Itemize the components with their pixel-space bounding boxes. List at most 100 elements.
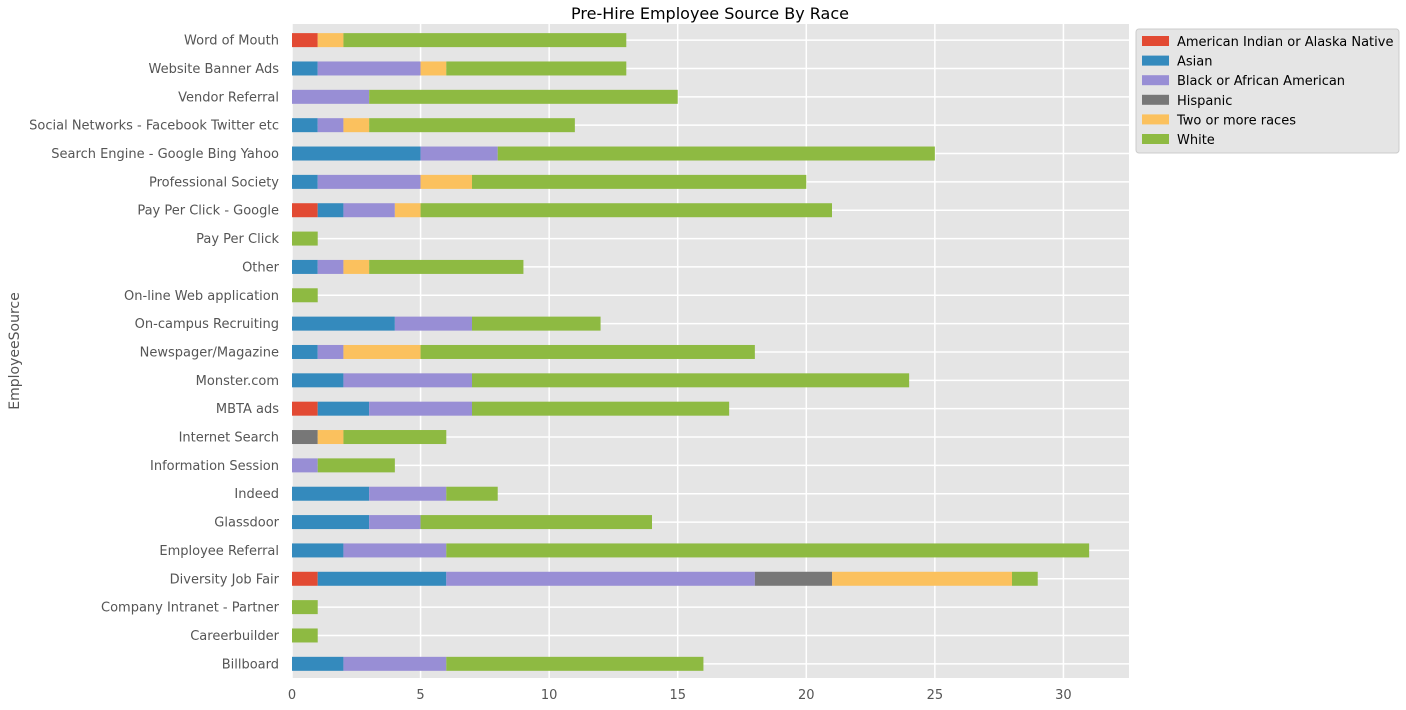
chart-title: Pre-Hire Employee Source By Race bbox=[571, 4, 849, 23]
bar-segment bbox=[292, 174, 318, 189]
bar-segment bbox=[497, 146, 935, 161]
bar-segment bbox=[317, 401, 370, 416]
y-tick-label: On-line Web application bbox=[124, 289, 279, 304]
bar-segment bbox=[343, 344, 421, 359]
legend-swatch bbox=[1142, 36, 1169, 46]
bar-segment bbox=[394, 203, 421, 218]
bar-segment bbox=[394, 316, 472, 331]
legend-swatch bbox=[1142, 55, 1169, 66]
x-tick-label: 5 bbox=[416, 688, 424, 703]
bar-segment bbox=[369, 515, 421, 530]
legend-label: American Indian or Alaska Native bbox=[1177, 35, 1393, 50]
y-tick-label: Employee Referral bbox=[159, 544, 279, 559]
bar-segment bbox=[472, 316, 601, 331]
legend-frame bbox=[1135, 28, 1400, 154]
legend-swatch bbox=[1142, 75, 1169, 86]
legend-label: White bbox=[1177, 133, 1215, 148]
bar-segment bbox=[343, 33, 627, 48]
bar-segment bbox=[292, 231, 318, 246]
y-tick-label: Glassdoor bbox=[214, 516, 279, 531]
bar-segment bbox=[292, 656, 344, 671]
bar-segment bbox=[420, 146, 498, 161]
bar-segment bbox=[292, 430, 318, 445]
x-tick-label: 15 bbox=[669, 688, 686, 703]
bar-segment bbox=[343, 656, 447, 671]
bar-segment bbox=[292, 118, 318, 133]
y-tick-label: Company Intranet - Partner bbox=[101, 601, 280, 616]
legend-label: Asian bbox=[1177, 55, 1212, 70]
bar-segment bbox=[446, 656, 704, 671]
bar-segment bbox=[292, 203, 318, 218]
y-tick-labels: Billboard Careerbuilder Company Intranet -… bbox=[29, 34, 279, 673]
y-tick-label: Vendor Referral bbox=[178, 90, 279, 105]
bar-segment bbox=[292, 571, 318, 586]
bar-segment bbox=[472, 373, 910, 388]
bar-segment bbox=[292, 288, 318, 303]
bar-segment bbox=[292, 515, 370, 530]
y-tick-label: On-campus Recruiting bbox=[135, 317, 279, 332]
y-tick-label: Other bbox=[242, 260, 280, 275]
y-tick-label: Social Networks - Facebook Twitter etc bbox=[29, 119, 279, 134]
bar-segment bbox=[292, 486, 370, 501]
x-tick-label: 30 bbox=[1055, 688, 1072, 703]
y-tick-label: Professional Society bbox=[149, 175, 279, 190]
bar-segment bbox=[446, 61, 627, 76]
y-tick-label: Pay Per Click - Google bbox=[137, 204, 279, 219]
y-tick-label: Billboard bbox=[222, 657, 279, 672]
y-tick-label: Pay Per Click bbox=[196, 232, 279, 247]
bar-segment bbox=[420, 61, 447, 76]
bar-segment bbox=[292, 373, 344, 388]
bar-segment bbox=[446, 543, 1090, 558]
y-tick-label: Indeed bbox=[234, 487, 279, 502]
bar-segment bbox=[292, 33, 318, 48]
bar-segment bbox=[292, 401, 318, 416]
bar-segment bbox=[369, 259, 524, 274]
legend-label: Two or more races bbox=[1176, 113, 1296, 128]
bar-segment bbox=[420, 174, 472, 189]
bar-segment bbox=[292, 316, 395, 331]
bar-segment bbox=[369, 401, 472, 416]
bar-segment bbox=[369, 486, 447, 501]
bar-segment bbox=[472, 174, 807, 189]
bar-segment bbox=[317, 458, 395, 473]
x-tick-labels: 0 5 10 15 20 25 30 bbox=[288, 688, 1072, 703]
bar-segment bbox=[420, 515, 652, 530]
y-tick-label: Website Banner Ads bbox=[149, 62, 280, 77]
legend-label: Black or African American bbox=[1177, 74, 1345, 89]
bar-segment bbox=[317, 203, 344, 218]
bar-segment bbox=[472, 401, 730, 416]
bar-segment bbox=[343, 203, 395, 218]
y-tick-label: Internet Search bbox=[179, 431, 279, 446]
bar-segment bbox=[292, 600, 318, 615]
bar-segment bbox=[446, 486, 498, 501]
bar-segment bbox=[343, 259, 370, 274]
y-tick-label: Information Session bbox=[150, 459, 279, 474]
bar-segment bbox=[292, 61, 318, 76]
bar-segment bbox=[343, 118, 370, 133]
y-axis-label: EmployeeSource bbox=[7, 292, 23, 409]
bar-segment bbox=[369, 89, 678, 104]
y-tick-label: Monster.com bbox=[196, 374, 279, 389]
bar-segment bbox=[754, 571, 832, 586]
legend-swatch bbox=[1142, 94, 1169, 105]
legend: American Indian or Alaska Native Asian Bla… bbox=[1135, 28, 1400, 154]
bars bbox=[292, 33, 1090, 671]
bar-segment bbox=[317, 61, 421, 76]
bar-segment bbox=[832, 571, 1012, 586]
x-tick-label: 25 bbox=[927, 688, 944, 703]
bar-segment bbox=[317, 259, 344, 274]
bar-segment bbox=[369, 118, 575, 133]
bar-segment bbox=[343, 543, 447, 558]
bar-segment bbox=[343, 373, 472, 388]
bar-segment bbox=[317, 571, 447, 586]
bar-segment bbox=[420, 344, 755, 359]
y-tick-label: Diversity Job Fair bbox=[170, 572, 280, 587]
bar-segment bbox=[292, 543, 344, 558]
y-tick-label: Newspager/Magazine bbox=[140, 345, 279, 360]
bar-segment bbox=[317, 430, 344, 445]
bar-segment bbox=[292, 259, 318, 274]
y-tick-label: Word of Mouth bbox=[184, 34, 279, 49]
bar-segment bbox=[292, 344, 318, 359]
bar-segment bbox=[420, 203, 832, 218]
